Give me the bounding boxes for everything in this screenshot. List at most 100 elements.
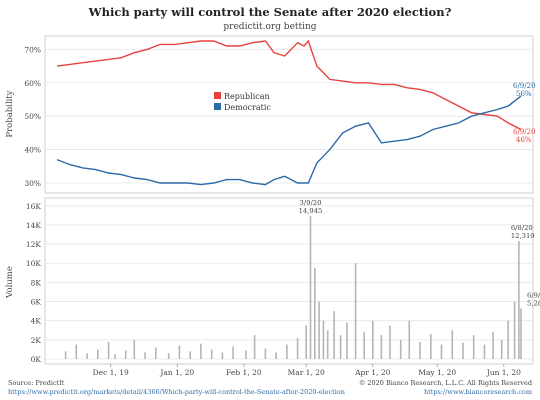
legend-swatch-republican bbox=[214, 92, 221, 99]
volume-bar bbox=[419, 341, 421, 359]
copyright-text: © 2020 Bianco Research, L.L.C. All Right… bbox=[359, 379, 532, 387]
probability-y-tick-label: 60% bbox=[24, 79, 41, 88]
source-url[interactable]: https://www.predictit.org/markets/detail… bbox=[8, 388, 345, 396]
source-label: Source: PredictIt bbox=[8, 379, 65, 387]
volume-bar bbox=[507, 320, 509, 359]
volume-bar bbox=[245, 350, 247, 359]
volume-bar bbox=[520, 308, 522, 359]
legend: Republican Democratic bbox=[214, 92, 271, 112]
volume-bar bbox=[326, 330, 329, 359]
democratic-line bbox=[56, 95, 522, 186]
volume-bar bbox=[472, 335, 475, 359]
volume-y-tick-label: 10K bbox=[26, 259, 42, 268]
volume-bar bbox=[389, 325, 391, 359]
volume-bar bbox=[264, 348, 267, 359]
volume-bar bbox=[483, 344, 486, 359]
volume-x-tick-label: Dec 1, 19 bbox=[93, 368, 129, 377]
volume-bar bbox=[408, 320, 411, 359]
legend-swatch-democratic bbox=[214, 103, 221, 110]
volume-bar bbox=[167, 353, 170, 359]
volume-bar bbox=[354, 263, 357, 359]
volume-bar bbox=[232, 346, 234, 359]
volume-y-tick-label: 12K bbox=[26, 240, 42, 249]
probability-y-ticks: 30% 40% 50% 60% 70% bbox=[24, 45, 41, 188]
probability-plot-area bbox=[44, 35, 534, 194]
volume-plot-area bbox=[44, 197, 534, 365]
volume-bar bbox=[462, 342, 464, 359]
volume-bar bbox=[399, 339, 402, 359]
probability-y-tick-label: 50% bbox=[24, 112, 41, 121]
volume-bar bbox=[286, 344, 288, 359]
volume-x-tick-label: Apr 1, 20 bbox=[354, 368, 390, 377]
volume-bar bbox=[333, 311, 335, 359]
rep-end-value: 46% bbox=[516, 136, 532, 144]
site-url[interactable]: https://www.biancoresearch.com bbox=[424, 388, 532, 396]
volume-bar bbox=[155, 347, 157, 359]
probability-axis-label: Probability bbox=[5, 90, 15, 137]
volume-x-ticks: Dec 1, 19 Jan 1, 20 Feb 1, 20 Mar 1, 20 Apr … bbox=[93, 364, 521, 377]
volume-bar bbox=[200, 343, 202, 359]
volume-y-tick-label: 4K bbox=[31, 317, 42, 326]
volume-y-ticks: 0K 2K 4K 6K 8K 10K 12K 14K 16K bbox=[26, 202, 42, 364]
volume-bar bbox=[513, 301, 516, 359]
volume-bar bbox=[363, 332, 365, 359]
volume-bar bbox=[305, 325, 307, 359]
volume-bar bbox=[97, 349, 99, 359]
volume-y-tick-label: 14K bbox=[26, 221, 42, 230]
volume-annotation-value: 5,286 bbox=[527, 299, 540, 307]
end-labels: 6/9/20 56% 6/9/20 46% bbox=[513, 82, 536, 144]
volume-bar bbox=[309, 215, 312, 359]
volume-bar bbox=[451, 330, 454, 359]
volume-bar bbox=[275, 352, 277, 359]
volume-bar bbox=[178, 345, 181, 359]
volume-bar bbox=[144, 352, 146, 359]
probability-panel: 30% 40% 50% 60% 70% Probability Republican D… bbox=[5, 35, 536, 194]
probability-y-tick-label: 30% bbox=[24, 179, 41, 188]
volume-y-tick-label: 8K bbox=[31, 278, 42, 287]
chart-title: Which party will control the Senate afte… bbox=[88, 5, 452, 19]
volume-bar bbox=[124, 350, 127, 359]
volume-bar bbox=[372, 320, 374, 359]
volume-bar bbox=[133, 339, 136, 359]
volume-annotation-value: 12,319 bbox=[511, 232, 535, 240]
legend-label-democratic: Democratic bbox=[224, 103, 271, 112]
volume-bar bbox=[86, 353, 88, 359]
volume-bar bbox=[107, 341, 110, 359]
volume-annotation-value: 14,945 bbox=[299, 207, 323, 215]
volume-bar bbox=[318, 301, 320, 359]
volume-bar bbox=[492, 332, 494, 359]
volume-axis-label: Volume bbox=[5, 266, 15, 299]
volume-x-tick-label: Feb 1, 20 bbox=[226, 368, 262, 377]
volume-y-tick-label: 2K bbox=[31, 336, 42, 345]
volume-bar bbox=[253, 335, 256, 359]
volume-bar bbox=[440, 344, 443, 359]
volume-x-tick-label: Jan 1, 20 bbox=[159, 368, 194, 377]
volume-x-tick-label: May 1, 20 bbox=[418, 368, 456, 377]
volume-bar bbox=[322, 320, 325, 359]
volume-bar bbox=[189, 351, 191, 359]
volume-bar bbox=[296, 337, 299, 359]
volume-bar bbox=[221, 352, 224, 359]
dem-end-date: 6/9/20 bbox=[513, 82, 536, 90]
probability-gridlines bbox=[45, 48, 533, 184]
volume-bar bbox=[380, 335, 383, 359]
volume-bar bbox=[314, 268, 316, 359]
probability-y-tick-label: 70% bbox=[24, 45, 41, 54]
volume-x-tick-label: Mar 1, 20 bbox=[288, 368, 325, 377]
volume-bar bbox=[518, 241, 520, 359]
volume-annotation-date: 6/9/20 bbox=[527, 291, 540, 299]
volume-annotation-date: 3/9/20 bbox=[300, 199, 322, 207]
republican-line bbox=[56, 39, 522, 131]
volume-bar bbox=[210, 349, 213, 359]
volume-y-tick-label: 0K bbox=[31, 355, 42, 364]
volume-x-tick-label: Jun 1, 20 bbox=[486, 368, 521, 377]
volume-annotation-date: 6/8/20 bbox=[511, 224, 533, 232]
legend-label-republican: Republican bbox=[224, 92, 270, 101]
volume-y-tick-label: 16K bbox=[26, 202, 42, 211]
volume-bars bbox=[64, 215, 522, 359]
volume-y-tick-label: 6K bbox=[31, 298, 42, 307]
chart-subtitle: predictit.org betting bbox=[223, 22, 316, 32]
volume-bar bbox=[64, 351, 67, 359]
